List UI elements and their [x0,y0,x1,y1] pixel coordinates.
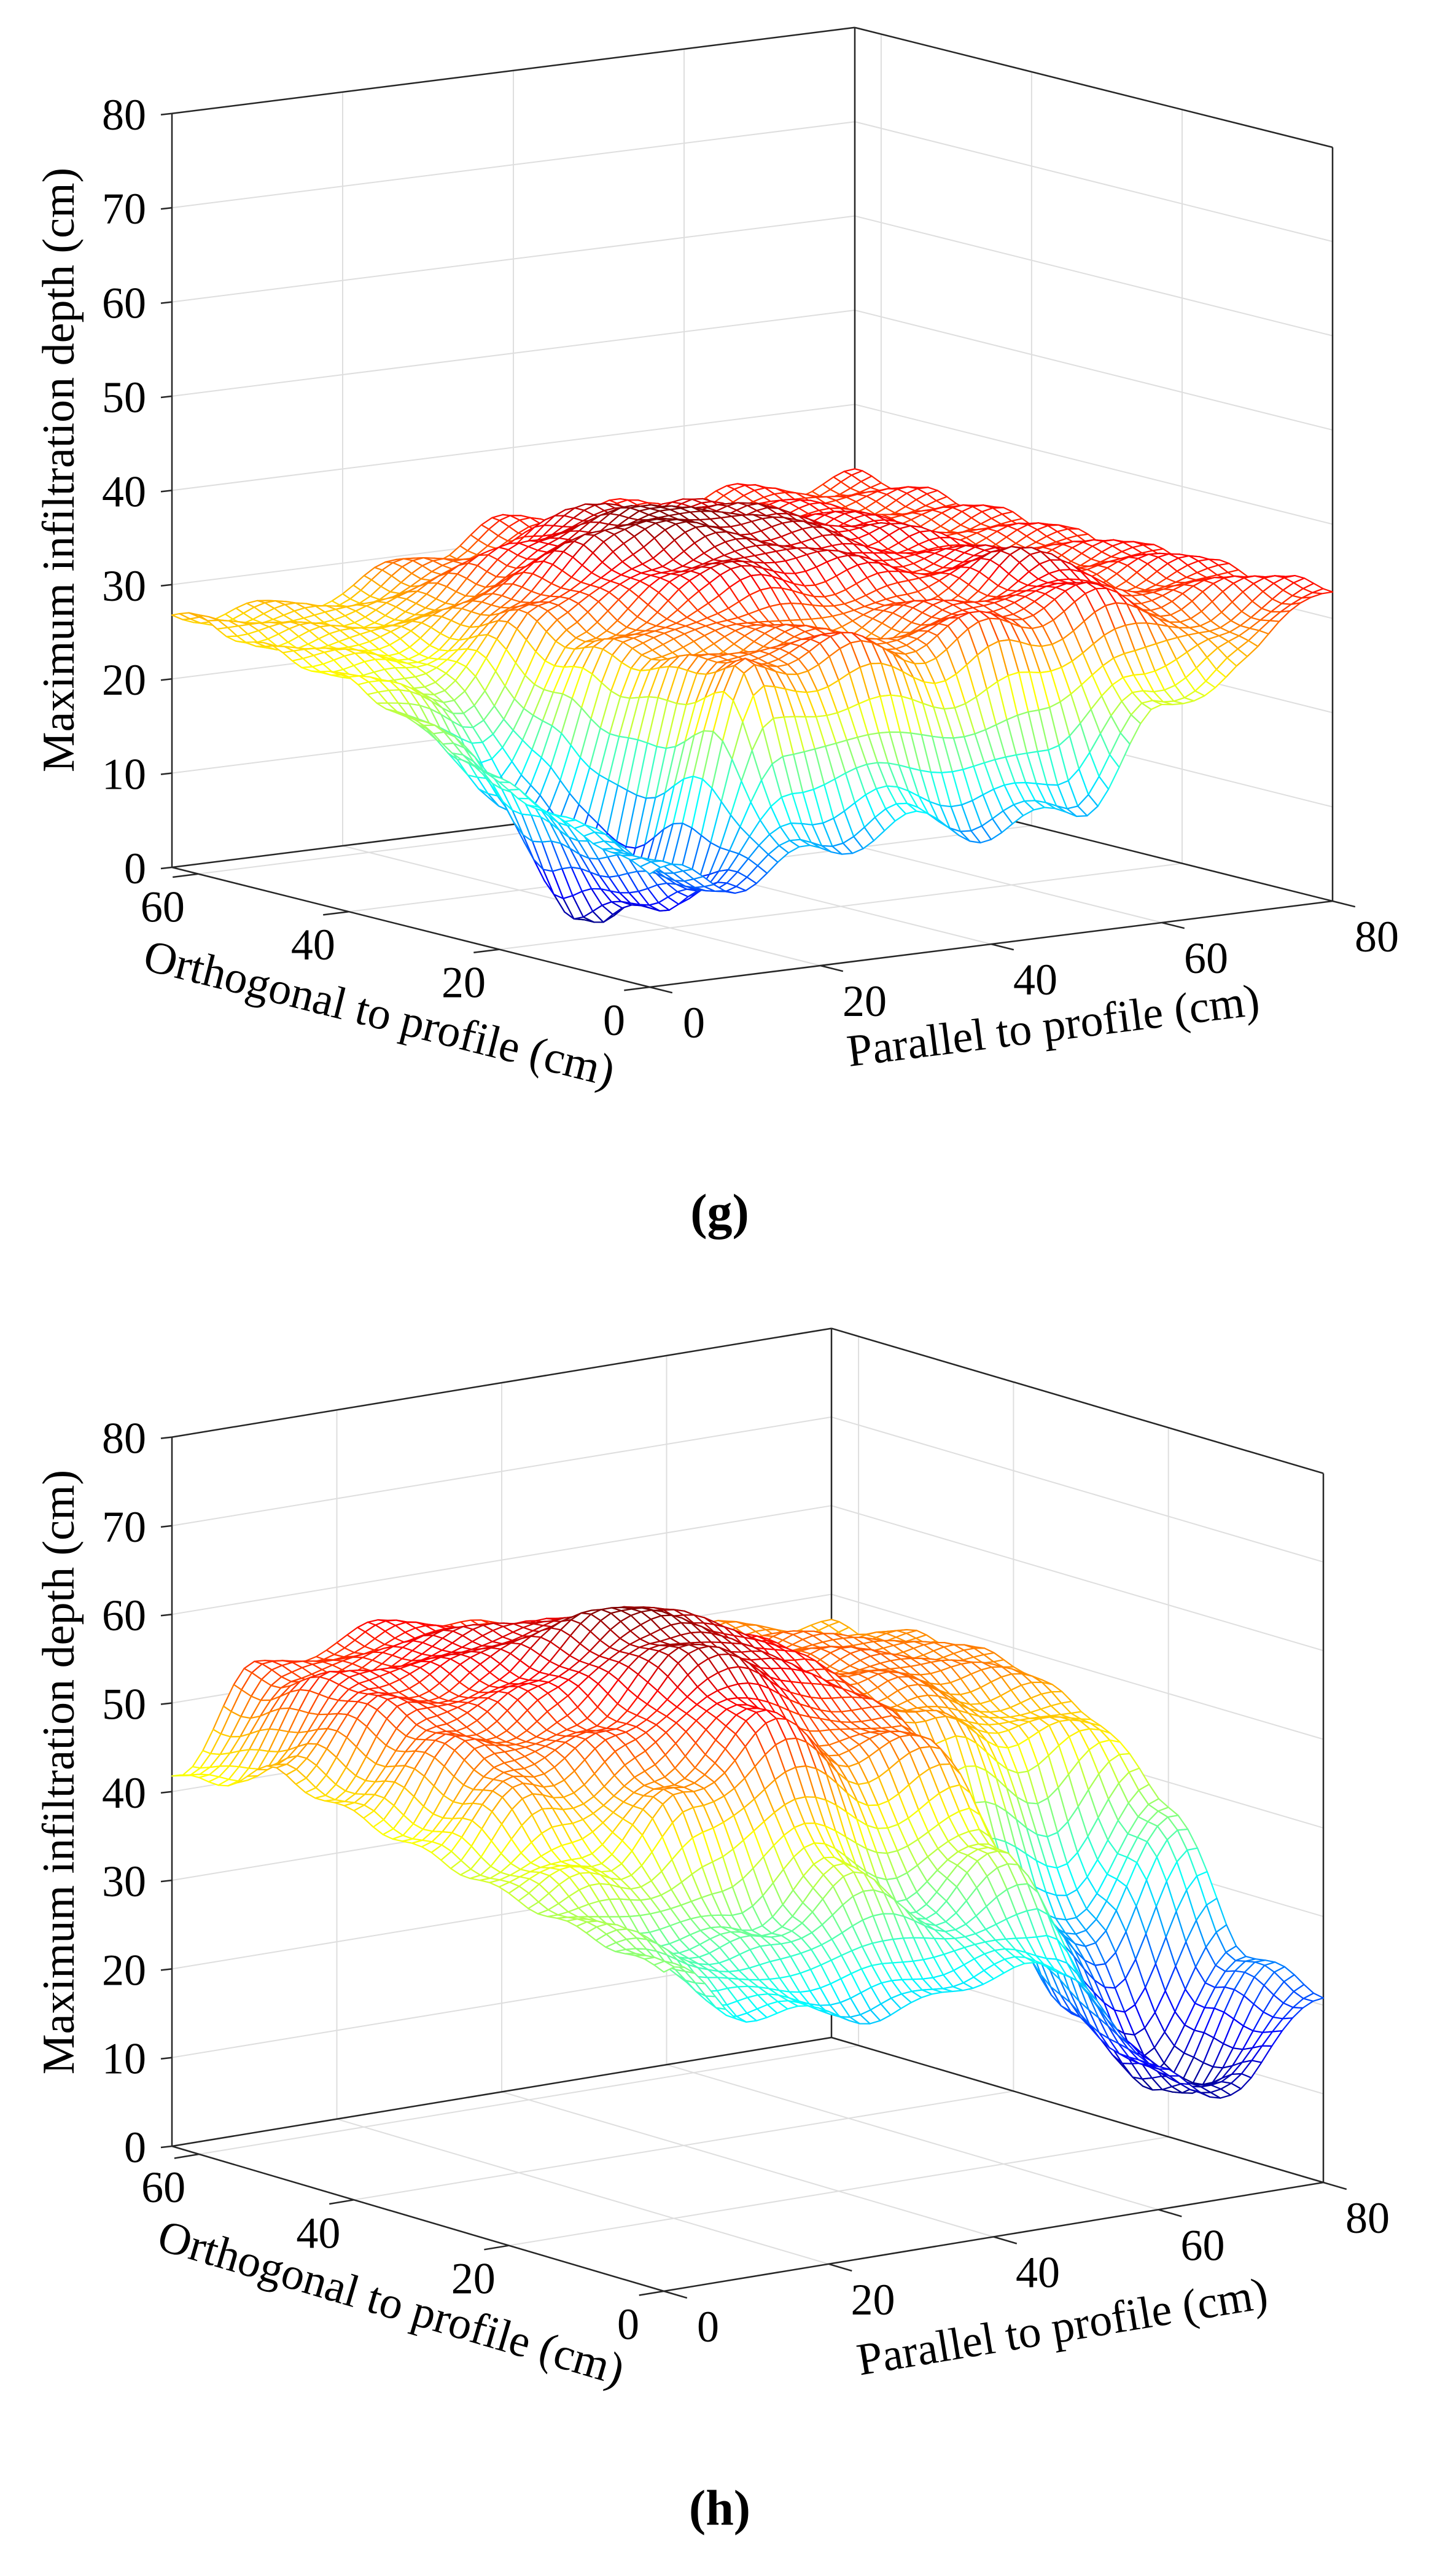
z-tick-label: 50 [102,373,146,422]
gridline-z-back-right [854,215,1333,337]
y-tick-mark [173,873,199,878]
z-tick-label: 80 [102,90,146,139]
surface-plot-h: 010203040506070800204060020406080Maximum… [34,1327,1390,2536]
x-tick-mark [649,986,673,994]
y-tick-mark [624,986,650,991]
z-tick-mark [160,395,173,399]
z-tick-mark [160,866,173,870]
y-tick-mark [473,948,500,954]
x-tick-mark [1332,900,1356,908]
box-edge [171,26,855,115]
z-tick-mark [160,206,173,210]
z-tick-mark [160,678,173,681]
z-tick-mark [160,112,173,116]
panel-caption: (g) [690,1184,749,1240]
x-tick-mark [1161,921,1185,929]
gridline-x-floor [501,2091,994,2238]
z-tick-mark [160,584,173,587]
gridline-y-floor [499,862,1183,950]
box-edge [854,26,1333,149]
z-tick-label: 20 [102,655,146,705]
gridline-y-floor [508,2136,1169,2246]
z-tick-label: 10 [102,750,146,799]
box-edge [831,1327,1324,1474]
y-tick-label: 60 [141,883,185,932]
surface-mesh [171,468,1334,923]
y-tick-label: 0 [603,996,625,1045]
y-tick-label: 40 [291,920,335,969]
gridline-z-back-right [854,121,1333,243]
surface-mesh [171,1606,1325,2099]
z-tick-label: 40 [102,467,146,516]
y-tick-mark [323,910,349,916]
z-tick-label: 70 [102,184,146,233]
gridline-x-floor [337,2118,829,2265]
z-axis-title: Maximum infiltration depth (cm) [34,168,84,772]
x-tick-mark [820,964,844,972]
gridline-z-back-right [854,404,1333,525]
x-tick-label: 60 [1184,934,1228,983]
z-tick-mark [160,301,173,304]
gridline-y-floor [198,2045,859,2155]
z-tick-mark [160,490,173,493]
gridline-y-floor [354,2090,1014,2201]
x-tick-label: 80 [1355,912,1399,961]
x-tick-label: 0 [683,998,705,1047]
gridline-z-back-right [831,1505,1324,1652]
x-tick-mark [991,943,1014,951]
x-tick-label: 40 [1013,955,1057,1004]
y-axis-title: Orthogonal to profile (cm) [139,931,620,1097]
y-tick-label: 20 [442,958,486,1007]
gridline-z-back-right [854,310,1333,431]
z-tick-label: 30 [102,561,146,611]
z-tick-label: 60 [102,279,146,328]
y-axis-line [171,866,650,988]
x-tick-label: 20 [843,977,887,1026]
gridline-z-back-right [831,1416,1324,1563]
z-tick-mark [160,772,173,775]
gridline-x-floor [666,2064,1159,2211]
